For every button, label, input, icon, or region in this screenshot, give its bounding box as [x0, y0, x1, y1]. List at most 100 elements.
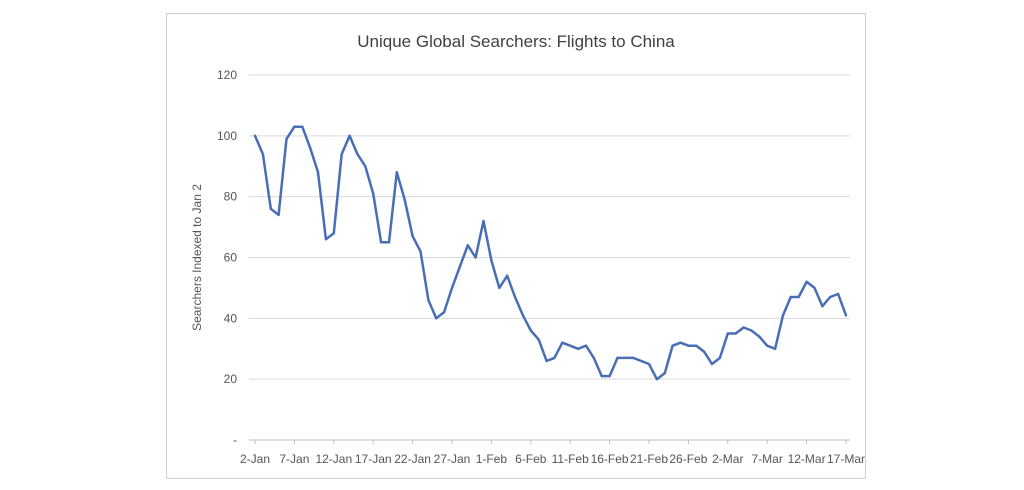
line-chart: - 20 40 60 80 100 120 2-Jan 7-Jan 12-Jan 17-Jan 22-… [190, 68, 865, 466]
x-tick-label: 12-Mar [788, 452, 826, 466]
data-point [308, 146, 312, 150]
data-point [789, 295, 793, 299]
y-tick-label: 120 [217, 68, 237, 82]
data-point [269, 207, 272, 211]
y-tick-label: 100 [217, 129, 237, 143]
data-point [529, 329, 532, 332]
y-tick-label: 20 [224, 372, 238, 386]
data-point [687, 344, 690, 347]
data-point [293, 125, 296, 128]
data-point [639, 359, 643, 363]
data-point [758, 335, 761, 338]
data-point [766, 344, 769, 347]
data-point [821, 304, 824, 308]
data-point [726, 332, 729, 335]
data-point [750, 329, 753, 332]
data-point [261, 152, 265, 156]
data-point [521, 314, 525, 317]
data-point [324, 238, 328, 241]
data-point [348, 134, 351, 138]
data-point [742, 326, 745, 329]
data-point [545, 359, 548, 363]
data-point [379, 241, 383, 244]
data-point [813, 286, 816, 290]
data-point [474, 256, 477, 259]
data-point [427, 298, 430, 302]
data-point [561, 341, 564, 344]
data-point [773, 347, 777, 350]
data-point [663, 371, 666, 375]
data-point [797, 295, 800, 299]
data-point [372, 192, 375, 195]
data-point [387, 241, 391, 244]
data-point [316, 171, 320, 174]
x-tick-label: 11-Feb [552, 452, 589, 466]
data-point [655, 377, 659, 381]
y-tick-label: - [233, 433, 237, 447]
x-tick-label: 7-Mar [752, 452, 783, 466]
data-point [513, 295, 517, 299]
data-point [805, 280, 808, 284]
data-point [592, 356, 596, 360]
data-point [442, 311, 446, 314]
chart-frame: Unique Global Searchers: Flights to Chin… [166, 13, 866, 479]
data-point [710, 362, 714, 366]
data-point [490, 259, 493, 262]
data-point [718, 356, 722, 360]
data-point [505, 274, 509, 277]
axes: - 20 40 60 80 100 120 2-Jan 7-Jan 12-Jan 17-Jan 22-… [217, 68, 865, 466]
x-tick-label: 7-Jan [279, 452, 309, 466]
data-point [576, 347, 580, 350]
data-point [356, 152, 359, 156]
data-point [781, 314, 785, 317]
data-point [695, 344, 698, 347]
x-tick-label: 6-Feb [515, 452, 547, 466]
x-tick-label: 17-Jan [355, 452, 392, 466]
y-tick-label: 80 [224, 190, 238, 204]
data-point [671, 344, 674, 347]
data-point [647, 362, 651, 366]
data-point [364, 165, 367, 168]
x-tick-label: 22-Jan [394, 452, 431, 466]
data-point [285, 137, 288, 141]
data-point [458, 265, 462, 268]
data-point [624, 356, 627, 360]
data-point [482, 219, 485, 223]
data-point [537, 338, 540, 341]
x-tick-label: 17-Mar [827, 452, 865, 466]
data-point [584, 344, 588, 347]
data-point [569, 344, 572, 347]
data-point [844, 314, 848, 317]
data-point [301, 125, 304, 128]
data-point [450, 286, 454, 290]
y-tick-label: 40 [224, 311, 238, 325]
data-point [679, 341, 682, 344]
data-point [608, 374, 611, 378]
data-point [498, 286, 501, 290]
x-tick-label: 16-Feb [591, 452, 629, 466]
chart-title: Unique Global Searchers: Flights to Chin… [357, 32, 675, 51]
y-axis-label: Searchers Indexed to Jan 2 [190, 184, 204, 331]
x-tick-label: 21-Feb [630, 452, 668, 466]
data-point [702, 350, 706, 353]
data-point [632, 356, 635, 360]
data-point [553, 356, 556, 360]
x-tick-label: 26-Feb [669, 452, 707, 466]
data-point [403, 198, 406, 201]
data-point [253, 134, 257, 138]
data-point [616, 356, 619, 360]
data-point [466, 244, 469, 247]
x-tick-label: 27-Jan [434, 452, 471, 466]
x-tick-label: 1-Feb [476, 452, 508, 466]
data-point [600, 374, 603, 378]
data-point [829, 295, 832, 299]
data-point [734, 332, 737, 335]
data-point [340, 152, 343, 156]
data-point [836, 292, 840, 296]
data-point [435, 317, 438, 320]
gridlines [249, 74, 850, 380]
data-point [419, 250, 422, 253]
data-point [277, 213, 280, 217]
data-point [332, 231, 335, 235]
data-point [395, 171, 399, 174]
